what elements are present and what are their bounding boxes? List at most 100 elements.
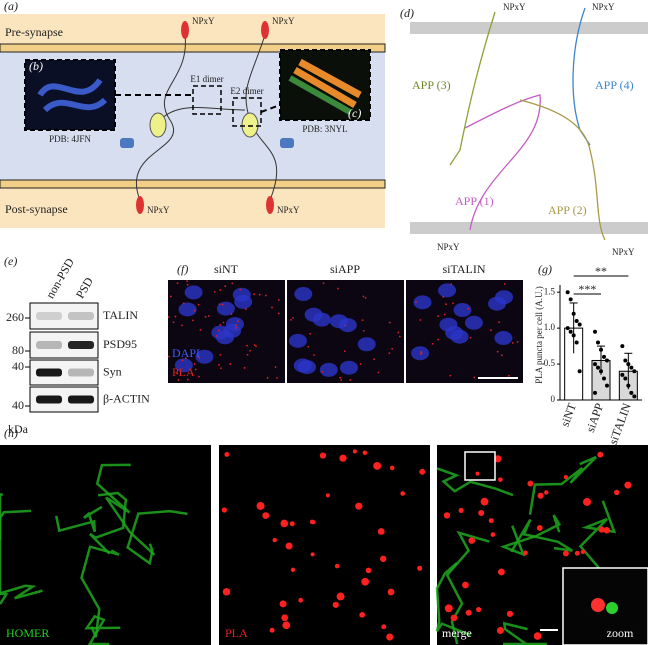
pla-dot bbox=[516, 341, 519, 343]
nucleus bbox=[184, 285, 203, 300]
pla-dot bbox=[285, 542, 293, 550]
pla-dot bbox=[614, 489, 620, 496]
data-point bbox=[605, 383, 609, 388]
panel-label: (e) bbox=[4, 254, 17, 268]
domain bbox=[181, 21, 189, 39]
data-point bbox=[599, 347, 603, 352]
pla-dot bbox=[498, 477, 503, 482]
pla-dot bbox=[207, 315, 210, 317]
sig-label: *** bbox=[578, 282, 596, 296]
panel-label: (h) bbox=[4, 426, 18, 440]
app-trace bbox=[449, 11, 496, 166]
data-point bbox=[574, 340, 579, 345]
structure bbox=[37, 78, 108, 113]
homer-dot bbox=[606, 602, 618, 614]
pla-dot bbox=[340, 379, 343, 381]
dendrite bbox=[499, 514, 562, 557]
pla-dot bbox=[322, 282, 325, 285]
pla-dot bbox=[591, 598, 605, 612]
pla-dot bbox=[167, 316, 170, 318]
pla-dot bbox=[309, 332, 312, 335]
zoom-box bbox=[464, 451, 496, 481]
pla-dot bbox=[262, 512, 270, 520]
dendrite bbox=[0, 509, 32, 596]
pla-dot bbox=[388, 352, 391, 355]
pla-dot bbox=[355, 502, 363, 510]
pla-dot bbox=[198, 375, 200, 378]
data-point bbox=[605, 358, 609, 363]
pla-dot bbox=[174, 315, 177, 318]
marker-label: 40 bbox=[12, 359, 24, 373]
pla-dot bbox=[444, 604, 453, 613]
channel-label: HOMER bbox=[6, 626, 49, 640]
pla-dot bbox=[598, 526, 605, 533]
pla-dot bbox=[271, 306, 273, 309]
pla-dot bbox=[274, 366, 277, 368]
pla-dot bbox=[583, 498, 591, 506]
pla-dot bbox=[536, 524, 543, 531]
pla-dot bbox=[359, 363, 362, 365]
data-point bbox=[629, 365, 634, 370]
pla-dot bbox=[219, 289, 222, 291]
band bbox=[68, 312, 94, 320]
panel-a: (a) Pre-synapse Post-synapse NPxY NPxY N… bbox=[0, 0, 386, 228]
pla-dot bbox=[415, 301, 417, 303]
pla-dot bbox=[503, 282, 506, 285]
domain bbox=[266, 196, 274, 214]
domain bbox=[149, 112, 167, 138]
pla-dot bbox=[332, 601, 339, 608]
nucleus bbox=[494, 331, 513, 346]
pla-dot bbox=[176, 372, 179, 375]
app-trace bbox=[572, 7, 591, 146]
pla-dot bbox=[194, 368, 197, 371]
pla-dot bbox=[443, 512, 451, 519]
label: E2 dimer bbox=[230, 86, 263, 96]
pla-dot bbox=[239, 288, 242, 291]
data-point bbox=[577, 322, 582, 327]
micrographs: siNT siAPP siTALIN bbox=[167, 262, 523, 383]
pla-dot bbox=[224, 451, 230, 457]
blot: TALIN PSD95 Syn β-ACTIN 260 80 40 40 bbox=[6, 302, 150, 413]
pla-dot bbox=[452, 302, 454, 305]
pla-dot bbox=[361, 319, 364, 322]
label: NPxY bbox=[272, 16, 295, 26]
pla-dot bbox=[537, 492, 544, 499]
pla-dot bbox=[344, 324, 347, 327]
pla-dot bbox=[377, 371, 380, 374]
pla-dot bbox=[220, 367, 222, 370]
band bbox=[36, 395, 62, 404]
data-point bbox=[571, 311, 576, 316]
pla-dot bbox=[235, 327, 238, 329]
band-label: β-ACTIN bbox=[103, 391, 150, 405]
data-point bbox=[577, 369, 582, 374]
pla-dot bbox=[580, 549, 586, 555]
label: APP (2) bbox=[548, 203, 587, 217]
app-link bbox=[159, 107, 246, 121]
nucleus bbox=[438, 283, 457, 298]
label: NPxY bbox=[437, 242, 460, 252]
channel-label: PLA bbox=[172, 365, 195, 379]
micrograph bbox=[0, 445, 211, 645]
condition-label: siAPP bbox=[330, 262, 360, 276]
nucleus bbox=[234, 294, 253, 309]
nucleus bbox=[464, 315, 483, 330]
data-point bbox=[602, 354, 606, 359]
membrane bbox=[410, 22, 648, 34]
pla-dot bbox=[198, 356, 201, 359]
data-point bbox=[593, 329, 597, 334]
pla-dot bbox=[181, 359, 184, 362]
pla-dot bbox=[362, 329, 365, 332]
panel-label: (a) bbox=[4, 0, 18, 13]
structure bbox=[293, 58, 362, 109]
app-trace bbox=[464, 94, 541, 231]
pre-membrane bbox=[0, 43, 386, 53]
pla-dot bbox=[352, 449, 357, 454]
pla-dot bbox=[204, 315, 207, 318]
domain bbox=[120, 138, 134, 148]
pla-dot bbox=[243, 367, 246, 369]
dendrite bbox=[502, 621, 547, 645]
dendrite bbox=[445, 530, 490, 645]
dendrite bbox=[436, 467, 514, 497]
domain bbox=[280, 138, 294, 148]
pla-dot bbox=[476, 606, 482, 613]
